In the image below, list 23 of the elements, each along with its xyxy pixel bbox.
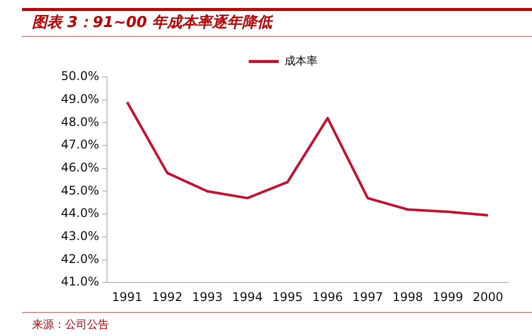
chart-title: 图表 3：91~00 年成本率逐年降低 — [32, 13, 272, 32]
y-tick-label: 45.0% — [60, 183, 100, 198]
y-tick-label: 48.0% — [60, 114, 100, 129]
y-tick-label: 50.0% — [60, 69, 100, 84]
x-tick-label: 1998 — [392, 290, 424, 304]
y-tick-label: 42.0% — [60, 252, 100, 266]
x-tick-label: 1994 — [232, 290, 263, 304]
x-tick-label: 1991 — [112, 290, 142, 304]
x-tick-label: 1992 — [152, 290, 183, 304]
x-tick-label: 1996 — [312, 290, 343, 304]
x-tick-label: 1997 — [352, 290, 383, 304]
x-tick-label: 1995 — [272, 290, 303, 304]
legend-label: 成本率 — [284, 54, 318, 68]
source-note: 来源：公司公告 — [32, 317, 109, 332]
x-tick-label: 2000 — [472, 290, 504, 304]
x-tick-label: 1999 — [432, 290, 464, 304]
y-tick-label: 43.0% — [60, 229, 100, 244]
y-tick-label: 47.0% — [60, 138, 100, 152]
y-tick-label: 46.0% — [60, 160, 100, 175]
x-tick-label: 1993 — [192, 290, 223, 304]
y-tick-label: 49.0% — [60, 92, 100, 106]
y-tick-label: 44.0% — [60, 206, 100, 220]
y-tick-label: 41.0% — [60, 274, 100, 289]
